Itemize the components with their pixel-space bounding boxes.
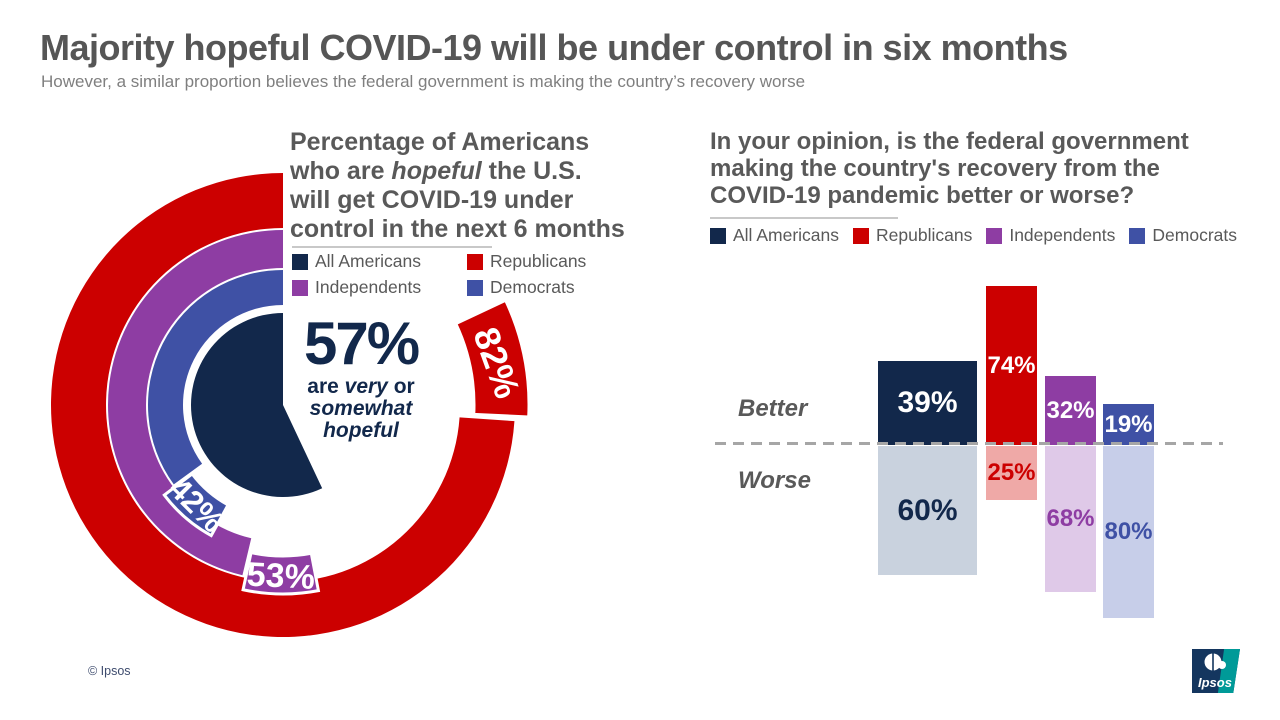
better-worse-baseline	[715, 442, 1223, 445]
legend-item-republicans: Republicans	[467, 251, 586, 272]
legend-swatch-icon	[292, 279, 308, 296]
legend-item-all-americans: All Americans	[710, 225, 839, 246]
donut-chart-svg: 82%53%42%	[50, 173, 531, 637]
donut-center-pie-all-americans	[190, 313, 323, 497]
bar-worse-independents: 68%	[1045, 446, 1096, 592]
legend-swatch-icon	[1129, 227, 1146, 244]
bar-worse-republicans: 25%	[986, 446, 1037, 500]
bar-chart-title-line: making the country's recovery from the	[710, 155, 1160, 182]
legend-label: Democrats	[1152, 225, 1238, 245]
donut-ring-independents	[108, 230, 284, 576]
text-line: will get COVID-19 under	[290, 186, 574, 214]
bar-chart-plot: Better Worse 39% 60% 74% 25% 32% 68% 19% 80%	[700, 120, 1265, 700]
bar-value-label: 80%	[1104, 518, 1153, 545]
legend-label: All Americans	[733, 225, 840, 245]
better-row-label: Better	[738, 395, 808, 422]
donut-chart-panel: 82% 53% 42% Percentage of Americans who are…	[40, 120, 685, 665]
bar-value-label: 68%	[1046, 505, 1095, 532]
legend-swatch-icon	[292, 253, 308, 270]
bar-better-independents: 32%	[1045, 376, 1096, 445]
donut-chart-title: Percentage of Americans who are hopeful t…	[290, 128, 670, 244]
bar-chart-panel: In your opinion, is the federal governme…	[700, 120, 1265, 700]
legend-item-democrats: Democrats	[467, 277, 586, 298]
legend-item-democrats: Democrats	[1129, 225, 1237, 246]
bar-value-label: 60%	[897, 493, 958, 527]
legend-label: Independents	[315, 277, 422, 297]
bar-better-all-americans: 39%	[878, 361, 977, 445]
legend-label: All Americans	[315, 251, 422, 271]
legend-swatch-icon	[467, 279, 483, 296]
legend-item-independents: Independents	[292, 277, 467, 298]
bar-value-label: 32%	[1046, 396, 1095, 424]
text-line: control in the next 6 months	[290, 215, 625, 243]
legend-label: Republicans	[490, 251, 587, 271]
bar-better-democrats: 19%	[1103, 404, 1154, 445]
donut-ring-democrats	[148, 270, 283, 485]
bar-value-label: 25%	[987, 459, 1036, 486]
donut-ring-value-label: 53%	[246, 555, 316, 597]
donut-ring-end-chip-democrats	[162, 471, 231, 538]
ipsos-logo-teal-shape	[1217, 649, 1240, 693]
legend-label: Independents	[1009, 225, 1116, 245]
bar-worse-all-americans: 60%	[878, 446, 977, 575]
bar-chart-legend: All Americans Republicans Independents Demo…	[710, 225, 1237, 246]
bar-chart-title-line: In your opinion, is the federal governme…	[710, 128, 1189, 155]
donut-legend: All Americans Republicans Independents Demo…	[292, 251, 586, 298]
page-subtitle: However, a similar proportion believes t…	[41, 72, 806, 91]
legend-item-independents: Independents	[986, 225, 1115, 246]
legend-item-republicans: Republicans	[853, 225, 972, 246]
bar-worse-democrats: 80%	[1103, 446, 1154, 618]
page-title: Majority hopeful COVID-19 will be under …	[40, 27, 1068, 68]
text-line: who are hopeful the U.S.	[290, 157, 582, 185]
worse-row-label: Worse	[738, 467, 811, 494]
donut-ring-end-chip-republicans	[453, 298, 531, 419]
ipsos-tree-icon	[1204, 653, 1226, 673]
donut-title-divider	[292, 246, 492, 248]
ipsos-logo-wordmark: Ipsos	[1198, 675, 1232, 690]
ipsos-logo: Ipsos	[1192, 649, 1240, 693]
text-line: Percentage of Americans	[290, 128, 590, 156]
legend-swatch-icon	[853, 227, 870, 244]
bar-title-divider	[710, 217, 898, 219]
legend-swatch-icon	[710, 227, 726, 244]
legend-item-all-americans: All Americans	[292, 251, 467, 272]
bar-value-label: 74%	[987, 351, 1036, 379]
bar-better-republicans: 74%	[986, 286, 1037, 445]
bar-value-label: 19%	[1104, 410, 1153, 438]
legend-swatch-icon	[467, 253, 483, 270]
bar-chart-title: In your opinion, is the federal governme…	[710, 128, 1255, 209]
legend-swatch-icon	[986, 227, 1003, 244]
legend-label: Republicans	[876, 225, 973, 245]
legend-label: Democrats	[490, 277, 575, 297]
copyright: © Ipsos	[88, 664, 131, 678]
bar-value-label: 39%	[897, 386, 958, 419]
bar-chart-title-line: COVID-19 pandemic better or worse?	[710, 182, 1135, 209]
donut-ring-end-chip-independents	[241, 550, 321, 596]
